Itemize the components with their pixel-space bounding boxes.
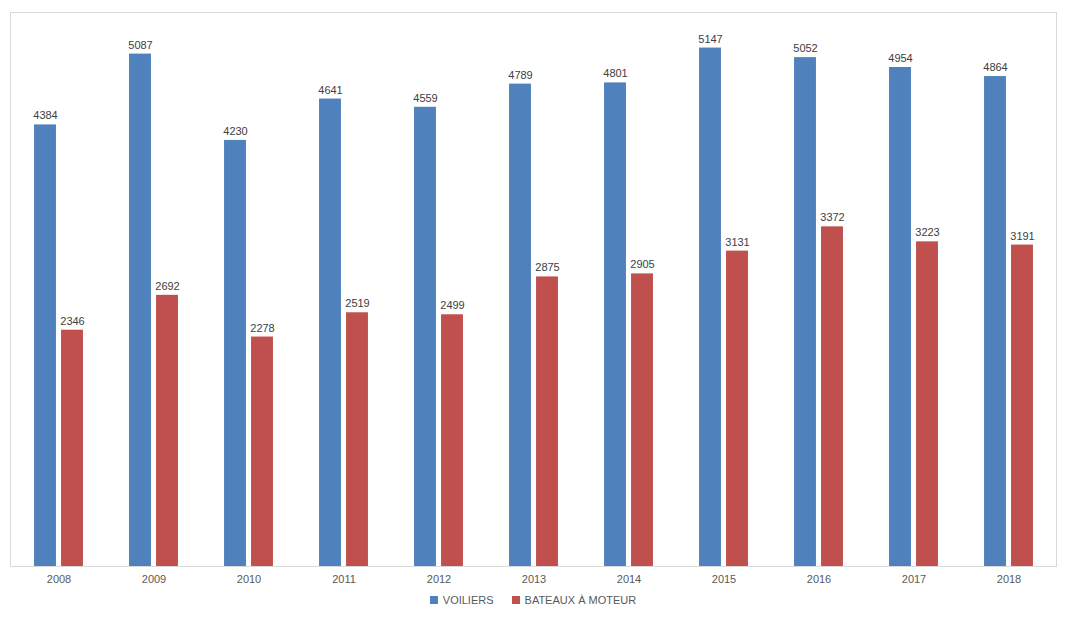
svg-text:2012: 2012 xyxy=(427,573,451,585)
svg-text:3372: 3372 xyxy=(820,211,844,223)
svg-text:2692: 2692 xyxy=(155,280,179,292)
svg-text:2018: 2018 xyxy=(997,573,1021,585)
svg-text:2015: 2015 xyxy=(712,573,736,585)
svg-text:2519: 2519 xyxy=(345,297,369,309)
svg-text:2905: 2905 xyxy=(630,258,654,270)
svg-text:2017: 2017 xyxy=(902,573,926,585)
svg-text:2346: 2346 xyxy=(60,315,84,327)
svg-text:2008: 2008 xyxy=(47,573,71,585)
svg-text:4230: 4230 xyxy=(223,125,247,137)
svg-text:3223: 3223 xyxy=(915,226,939,238)
svg-text:2278: 2278 xyxy=(250,322,274,334)
svg-text:2875: 2875 xyxy=(535,261,559,273)
svg-text:2009: 2009 xyxy=(142,573,166,585)
svg-text:2014: 2014 xyxy=(617,573,641,585)
html-text:VOILIERS: VOILIERS xyxy=(442,594,494,606)
svg-text:2011: 2011 xyxy=(332,573,356,585)
svg-text:2013: 2013 xyxy=(522,573,546,585)
svg-text:3131: 3131 xyxy=(725,236,749,248)
svg-text:5147: 5147 xyxy=(698,33,722,45)
svg-text:3191: 3191 xyxy=(1010,230,1034,242)
svg-text:4954: 4954 xyxy=(888,52,912,64)
svg-text:2016: 2016 xyxy=(807,573,831,585)
svg-text:4641: 4641 xyxy=(318,84,342,96)
svg-text:5052: 5052 xyxy=(793,42,817,54)
svg-text:5087: 5087 xyxy=(128,39,152,51)
svg-text:2010: 2010 xyxy=(237,573,261,585)
svg-text:4384: 4384 xyxy=(33,109,57,121)
svg-text:2499: 2499 xyxy=(440,299,464,311)
svg-text:4789: 4789 xyxy=(508,69,532,81)
svg-text:4559: 4559 xyxy=(413,92,437,104)
html-text:BATEAUX À MOTEUR: BATEAUX À MOTEUR xyxy=(524,594,637,606)
svg-text:4801: 4801 xyxy=(603,67,627,79)
svg-text:4864: 4864 xyxy=(983,61,1007,73)
